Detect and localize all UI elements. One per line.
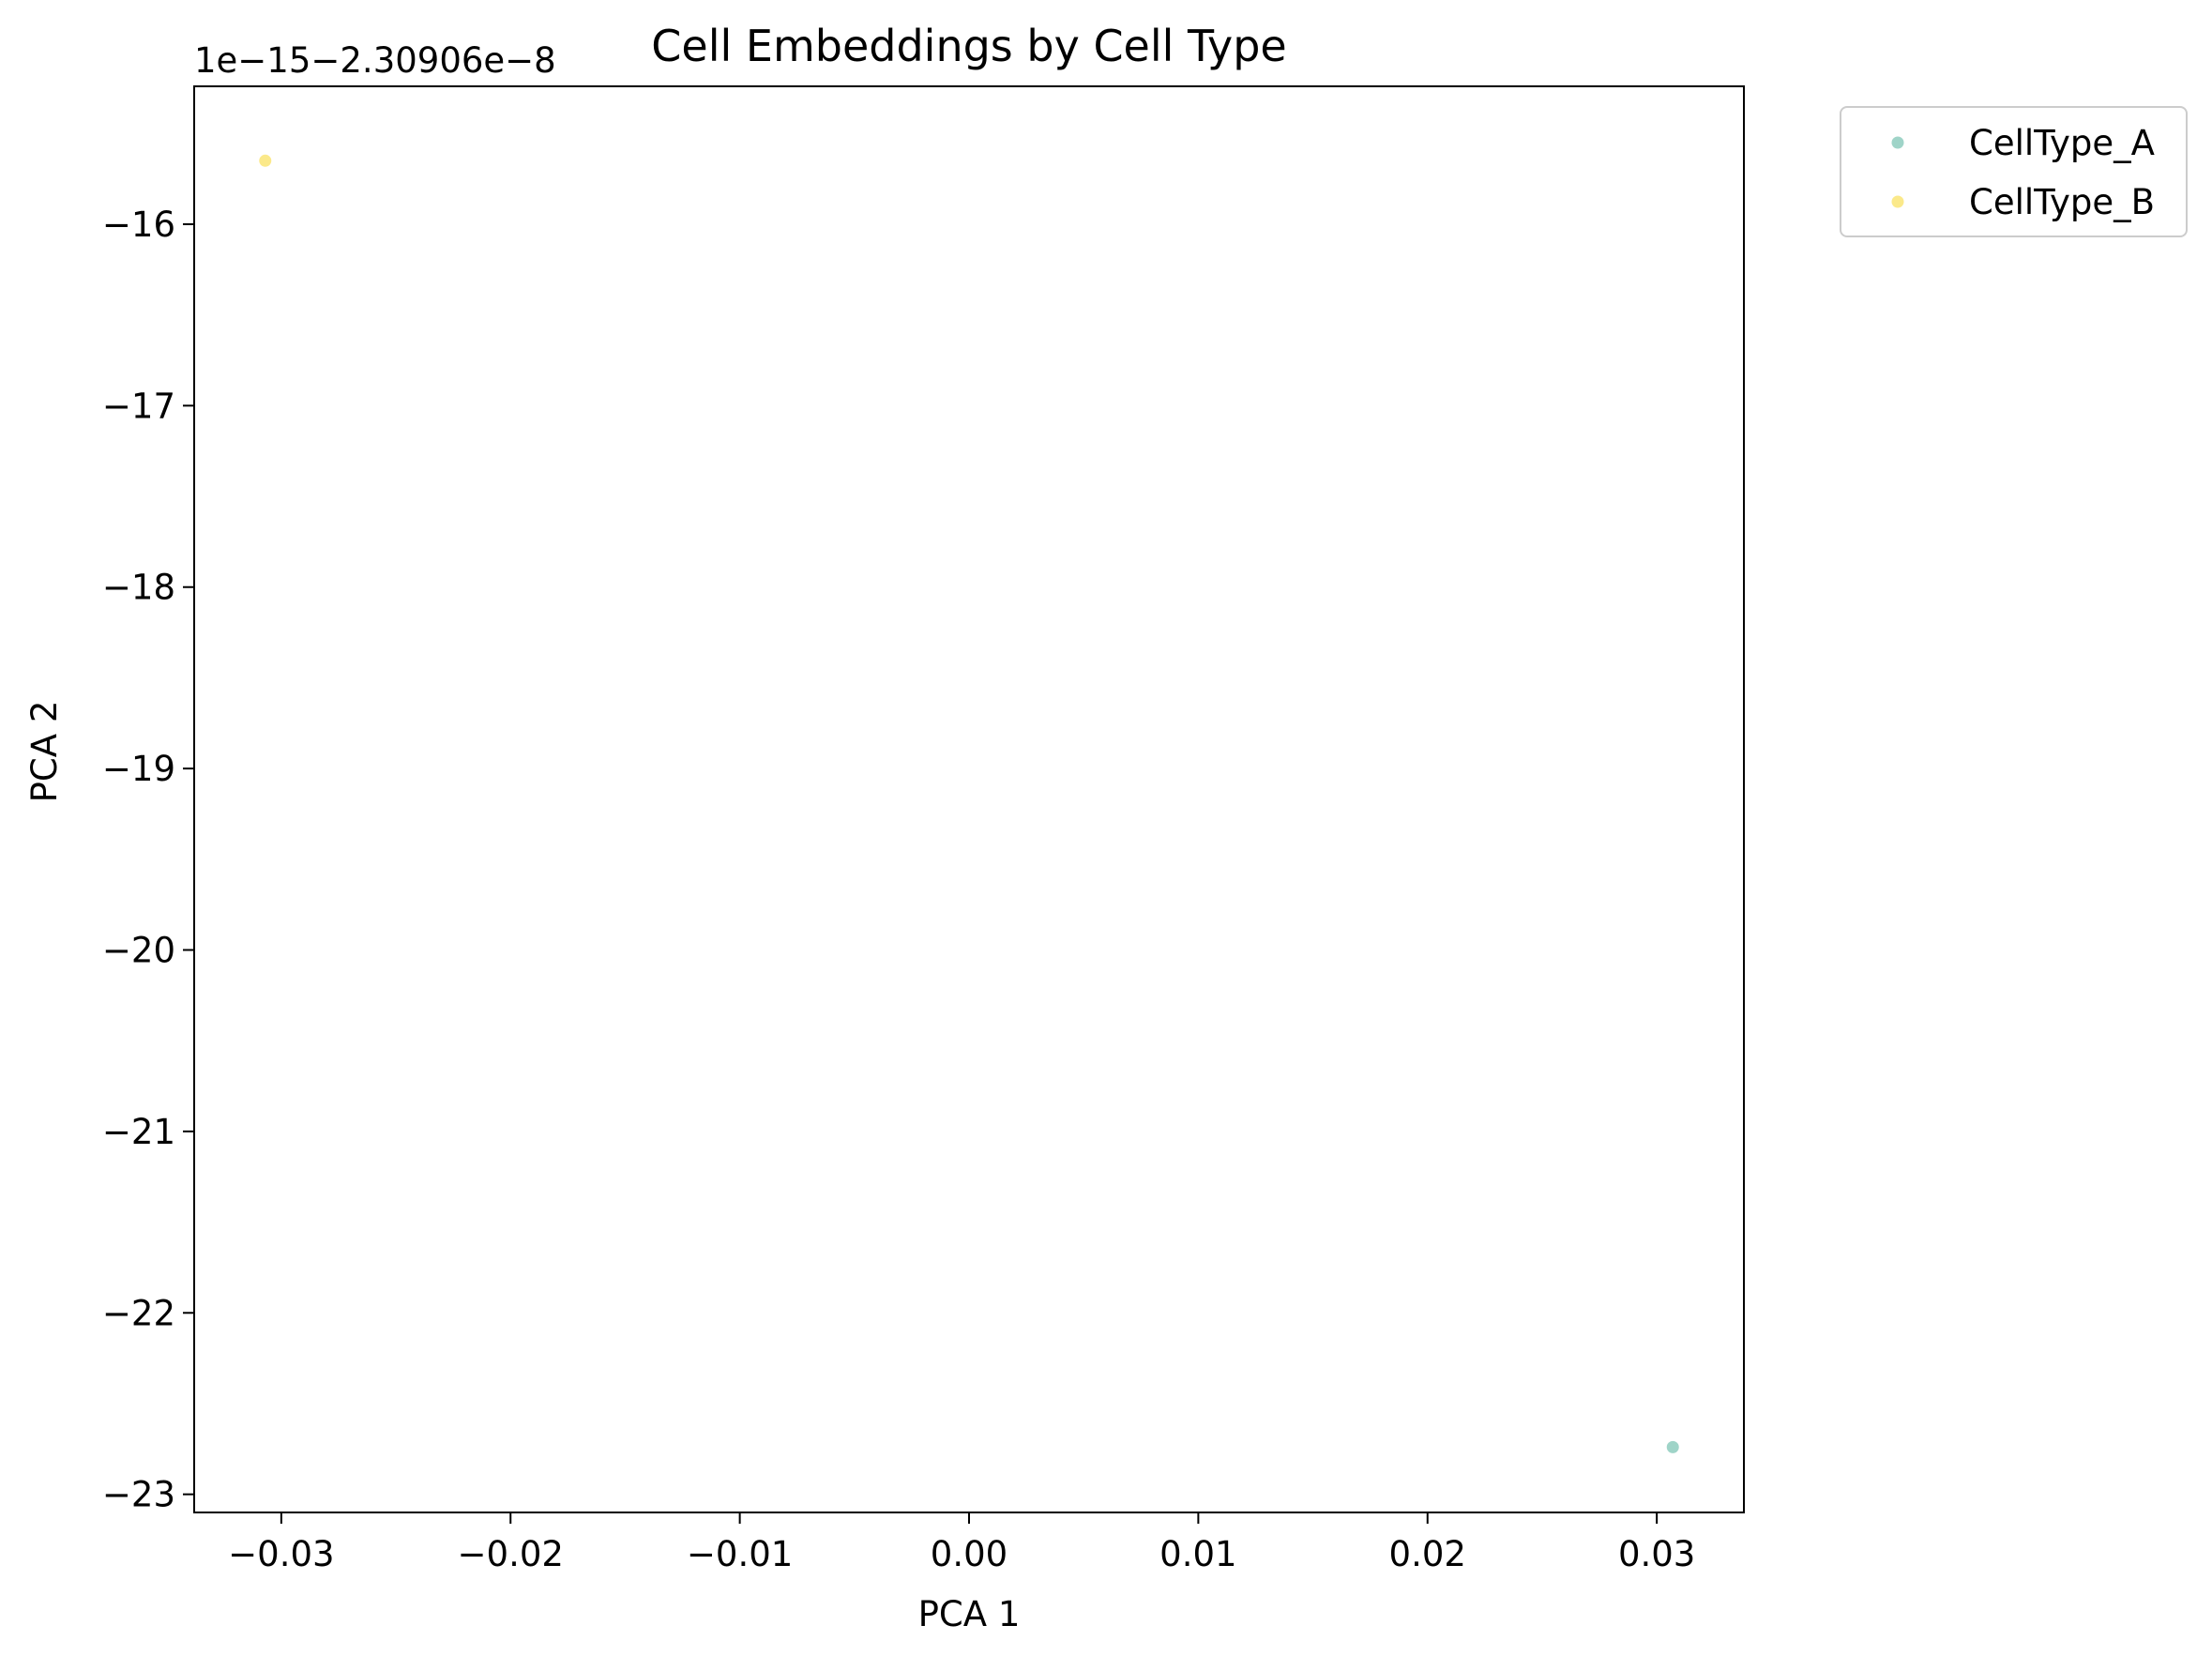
y-tick-label: −19 (102, 749, 175, 789)
y-axis-label: PCA 2 (24, 701, 65, 803)
x-axis-label: PCA 1 (918, 1594, 1021, 1634)
y-tick-label: −21 (102, 1112, 175, 1152)
x-tick-label: −0.01 (687, 1534, 793, 1574)
chart-title: Cell Embeddings by Cell Type (651, 21, 1286, 71)
y-tick-label: −17 (102, 386, 175, 426)
legend-marker-celltype-b (1891, 195, 1904, 208)
x-tick-label: 0.02 (1389, 1534, 1466, 1574)
legend-label-celltype-b: CellType_B (1969, 182, 2155, 222)
x-tick-label: 0.00 (931, 1534, 1008, 1574)
x-tick-label: 0.03 (1618, 1534, 1695, 1574)
y-axis-ticks: −16 −17 −18 −19 −20 −21 −22 −23 (102, 205, 194, 1515)
legend-label-celltype-a: CellType_A (1969, 123, 2155, 163)
x-axis-ticks: −0.03 −0.02 −0.01 0.00 0.01 0.02 0.03 (228, 1512, 1695, 1574)
legend-box (1840, 106, 2188, 237)
legend: CellType_A CellType_B (1840, 106, 2188, 237)
y-tick-label: −22 (102, 1293, 175, 1333)
scatter-point-celltype-a-0 (1666, 1440, 1679, 1453)
x-tick-label: 0.01 (1159, 1534, 1236, 1574)
y-tick-label: −20 (102, 931, 175, 971)
x-tick-label: −0.03 (228, 1534, 334, 1574)
scatter-point-celltype-b-0 (259, 154, 272, 167)
y-tick-label: −16 (102, 205, 175, 245)
y-tick-label: −18 (102, 568, 175, 608)
legend-marker-celltype-a (1891, 136, 1904, 149)
y-tick-label: −23 (102, 1475, 175, 1515)
x-tick-label: −0.02 (458, 1534, 564, 1574)
y-axis-offset-text: 1e−15−2.30906e−8 (194, 40, 556, 81)
